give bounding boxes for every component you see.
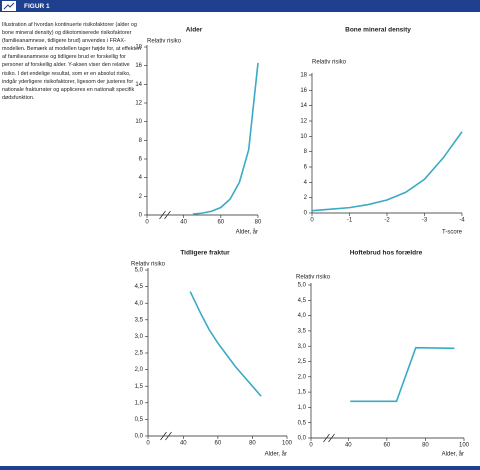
x-tick-label: 0 <box>145 220 149 226</box>
y-tick-label: 4,5 <box>298 298 307 304</box>
x-tick-label: 0 <box>309 443 313 449</box>
x-tick-label: 40 <box>180 220 187 226</box>
y-tick-label: 2,5 <box>298 359 307 365</box>
data-line <box>350 346 455 403</box>
x-tick-label: 100 <box>459 443 470 449</box>
y-tick-label: 3,0 <box>135 334 144 340</box>
y-tick-label: 0 <box>304 211 308 217</box>
y-tick-label: 5,0 <box>298 283 307 289</box>
chart-title: Bone mineral density <box>345 27 411 34</box>
x-axis-label: T-score <box>442 230 463 236</box>
x-tick-label: 60 <box>217 220 224 226</box>
header-icon-line <box>3 2 15 10</box>
y-tick-label: 1,0 <box>135 400 144 406</box>
y-axis-label: Relativ risiko <box>131 262 166 268</box>
caption: Illustration af hvordan kontinuerte risi… <box>2 22 141 101</box>
axis-break <box>165 431 172 441</box>
y-tick-label: 4,0 <box>298 313 307 319</box>
y-tick-label: 3,5 <box>135 317 144 323</box>
y-tick-label: 18 <box>135 45 142 51</box>
y-tick-label: 2 <box>139 194 143 200</box>
header-bar <box>0 0 480 12</box>
header-label: FIGUR 1 <box>24 3 50 10</box>
x-tick-label: -1 <box>347 218 353 224</box>
y-tick-label: 8 <box>304 149 308 155</box>
data-line <box>189 291 262 397</box>
y-tick-label: 0,0 <box>135 434 144 440</box>
x-tick-label: 60 <box>215 441 222 447</box>
y-tick-label: 16 <box>135 63 142 69</box>
y-tick-label: 12 <box>300 119 307 125</box>
x-axis-label: Alder, år <box>442 451 464 458</box>
y-tick-label: 3,0 <box>298 344 307 350</box>
x-tick-label: -4 <box>459 218 465 224</box>
x-axis-label: Alder, år <box>236 229 258 236</box>
y-tick-label: 16 <box>300 88 307 94</box>
y-tick-label: 8 <box>139 138 143 144</box>
y-tick-label: 14 <box>300 103 307 109</box>
y-tick-label: 4,0 <box>135 301 144 307</box>
y-axis-label: Relativ risiko <box>147 39 182 45</box>
y-tick-label: 10 <box>135 119 142 125</box>
x-tick-label: 80 <box>255 220 262 226</box>
chart-title: Hoftebrud hos forældre <box>350 250 423 257</box>
y-axis-label: Relativ risiko <box>296 275 331 281</box>
y-tick-label: 2,0 <box>135 367 144 373</box>
y-axis-label: Relativ risiko <box>312 60 347 66</box>
axis-break <box>164 210 171 220</box>
y-tick-label: 5,0 <box>135 268 144 274</box>
y-tick-label: 12 <box>135 101 142 107</box>
y-tick-label: 4 <box>139 175 143 181</box>
data-line <box>311 131 463 212</box>
footer-bar <box>0 466 480 470</box>
x-tick-label: 40 <box>180 441 187 447</box>
y-tick-label: 14 <box>135 82 142 88</box>
x-tick-label: 0 <box>310 218 314 224</box>
y-tick-label: 0,5 <box>135 417 144 423</box>
x-tick-label: 100 <box>282 441 293 447</box>
y-tick-label: 2,0 <box>298 374 307 380</box>
y-tick-label: 4,5 <box>135 284 144 290</box>
x-tick-label: 40 <box>345 443 352 449</box>
y-tick-label: 10 <box>300 134 307 140</box>
x-tick-label: 60 <box>384 443 391 449</box>
chart-title: Alder <box>186 27 203 34</box>
y-tick-label: 6 <box>304 165 308 171</box>
axis-break <box>159 210 166 220</box>
y-tick-label: 4 <box>304 180 308 186</box>
y-tick-label: 3,5 <box>298 328 307 334</box>
axis-break <box>323 433 330 443</box>
y-tick-label: 2,5 <box>135 351 144 357</box>
data-line <box>192 62 259 215</box>
y-tick-label: 0,0 <box>298 436 307 442</box>
axis-break <box>328 433 335 443</box>
x-tick-label: -2 <box>384 218 390 224</box>
y-tick-label: 1,5 <box>298 390 307 396</box>
axis-break <box>160 431 167 441</box>
x-axis-label: Alder, år <box>265 451 287 458</box>
x-tick-label: 0 <box>146 441 150 447</box>
y-tick-label: 1,0 <box>298 405 307 411</box>
y-tick-label: 0,5 <box>298 420 307 426</box>
y-tick-label: 6 <box>139 157 143 163</box>
x-tick-label: 80 <box>249 441 256 447</box>
y-tick-label: 1,5 <box>135 384 144 390</box>
y-tick-label: 18 <box>300 73 307 79</box>
x-tick-label: -3 <box>422 218 428 224</box>
chart-title: Tidligere fraktur <box>180 250 230 257</box>
y-tick-label: 0 <box>139 213 143 219</box>
y-tick-label: 2 <box>304 195 308 201</box>
x-tick-label: 80 <box>422 443 429 449</box>
